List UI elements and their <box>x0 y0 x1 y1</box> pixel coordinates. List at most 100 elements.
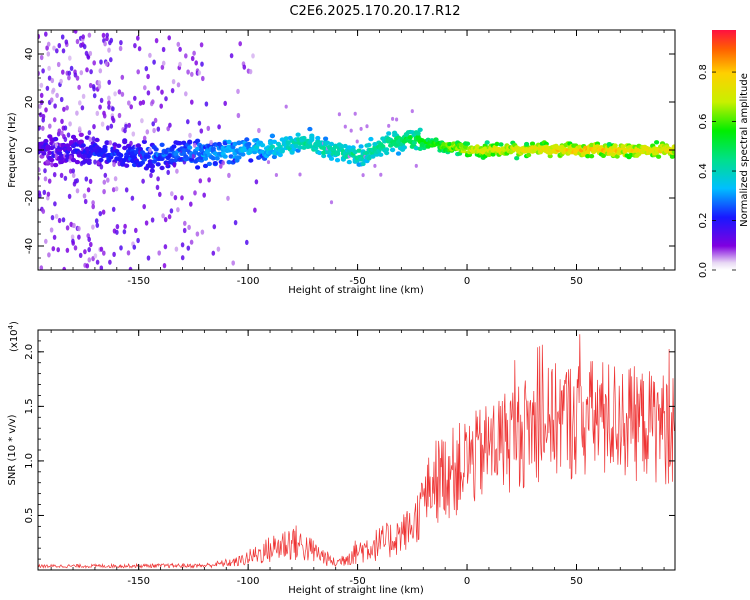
spectrogram-xtick-label: -100 <box>237 276 260 287</box>
spectrogram-noise-cell <box>111 187 116 193</box>
spectrogram-noise-cell <box>41 208 46 214</box>
spectrogram-cell <box>671 149 675 155</box>
spectrogram-noise-cell <box>154 38 159 44</box>
spectrogram-cell <box>116 143 122 148</box>
spectrogram-noise-cell <box>120 74 125 80</box>
spectrogram-noise-cell <box>161 213 165 219</box>
spectrogram-noise-cell <box>73 245 78 251</box>
spectrogram-cell <box>656 154 662 159</box>
colorbar-gradient <box>712 30 736 270</box>
spectrogram-noise-cell <box>97 80 102 86</box>
spectrogram-noise-cell <box>85 263 90 269</box>
spectrogram-noise-cell <box>56 247 60 253</box>
spectrogram-noise-cell <box>162 263 167 269</box>
spectrogram-noise-cell <box>329 200 334 205</box>
spectrogram-noise-cell <box>61 48 66 54</box>
spectrogram-noise-cell <box>155 184 160 190</box>
spectrogram-noise-cell <box>104 61 109 67</box>
spectrogram-noise-cell <box>65 225 70 231</box>
spectrogram-noise-cell <box>133 95 137 101</box>
spectrogram-cell <box>49 157 55 163</box>
spectrogram-noise-cell <box>70 234 75 240</box>
spectrogram-noise-cell <box>97 83 102 90</box>
snr-panel: -150 -100 -50 0 50 0.5 1.0 1.5 2.0 Height of str… <box>7 321 676 596</box>
spectrogram-cell <box>589 142 595 148</box>
spectrogram-cell <box>309 137 315 143</box>
spectrogram-noise-cell <box>353 111 357 116</box>
spectrogram-noise-cell <box>190 55 195 62</box>
spectrogram-cell <box>195 165 201 170</box>
spectrogram-cell <box>283 136 289 141</box>
spectrogram-xtick-label: -50 <box>349 276 365 287</box>
spectrogram-cell <box>66 146 73 151</box>
spectrogram-noise-cell <box>152 127 156 134</box>
spectrogram-noise-cell <box>50 162 54 168</box>
spectrogram-noise-cell <box>117 89 122 95</box>
spectrogram-noise-cell <box>266 160 271 165</box>
spectrogram-ticks: -150 -100 -50 0 50 -40 -20 0 20 40 <box>24 30 675 287</box>
spectrogram-noise-cell <box>148 147 152 153</box>
spectrogram-noise-cell <box>46 51 51 57</box>
spectrogram-cell <box>332 144 339 149</box>
spectrogram-cell <box>441 142 447 147</box>
spectrogram-ytick-label: -40 <box>24 238 35 254</box>
spectrogram-noise-cell <box>46 41 51 47</box>
spectrogram-cell <box>122 145 128 151</box>
spectrogram-cell <box>277 152 283 158</box>
spectrogram-cell <box>346 159 352 165</box>
spectrogram-noise-cell <box>41 125 45 131</box>
spectrogram-noise-cell <box>71 240 75 246</box>
spectrogram-cell <box>171 144 177 149</box>
spectrogram-cell <box>415 131 421 136</box>
spectrogram-cell <box>187 139 193 144</box>
colorbar: 0.0 0.2 0.4 0.6 0.8 Normalized spectral ampl… <box>698 30 750 278</box>
spectrogram-noise-cell <box>92 93 97 99</box>
spectrogram-noise-cell <box>136 35 140 41</box>
spectrogram-noise-cell <box>109 57 113 63</box>
spectrogram-cell <box>372 142 378 147</box>
spectrogram-noise-cell <box>107 47 111 53</box>
spectrogram-noise-cell <box>68 121 72 127</box>
spectrogram-noise-cell <box>355 139 359 144</box>
spectrogram-noise-cell <box>88 136 93 142</box>
spectrogram-cell <box>212 161 218 166</box>
spectrogram-noise-cell <box>72 181 77 187</box>
spectrogram-noise-cell <box>180 242 185 248</box>
snr-ytick-label: 1.0 <box>24 453 35 469</box>
spectrogram-noise-cell <box>112 251 116 257</box>
spectrogram-noise-cell <box>209 139 213 146</box>
spectrogram-noise-cell <box>180 195 184 201</box>
spectrogram-noise-cell <box>47 65 51 71</box>
spectrogram-noise-cell <box>119 245 123 251</box>
spectrogram-cell <box>102 148 108 153</box>
spectrogram-noise-cell <box>141 178 145 184</box>
spectrogram-cell <box>585 154 591 159</box>
spectrogram-noise-cell <box>145 129 150 135</box>
spectrogram-noise-cell <box>56 61 61 68</box>
spectrogram-cell <box>360 161 366 167</box>
spectrogram-noise-cell <box>170 191 174 197</box>
spectrogram-xtick-label: 0 <box>464 276 470 287</box>
spectrogram-noise-cell <box>349 128 353 133</box>
spectrogram-noise-cell <box>62 106 66 112</box>
spectrogram-noise-cell <box>233 220 238 226</box>
spectrogram-noise-cell <box>150 217 155 223</box>
spectrogram-noise-cell <box>153 117 158 123</box>
spectrogram-noise-cell <box>80 105 85 111</box>
spectrogram-noise-cell <box>251 53 255 59</box>
svg-text:(x104): (x104) <box>7 321 20 352</box>
spectrogram-noise-cell <box>137 46 142 52</box>
spectrogram-noise-cell <box>227 172 231 178</box>
spectrogram-cell <box>342 143 348 149</box>
spectrogram-noise-cell <box>124 187 129 193</box>
spectrogram-cell <box>594 144 601 149</box>
spectrogram-cell <box>498 142 504 147</box>
spectrogram-cell <box>96 152 102 157</box>
spectrogram-cell <box>80 143 86 148</box>
spectrogram-noise-cell <box>92 124 96 130</box>
spectrogram-noise-cell <box>113 91 117 97</box>
spectrogram-cell <box>524 141 530 147</box>
spectrogram-cell <box>53 136 59 142</box>
spectrogram-cell <box>384 150 390 156</box>
